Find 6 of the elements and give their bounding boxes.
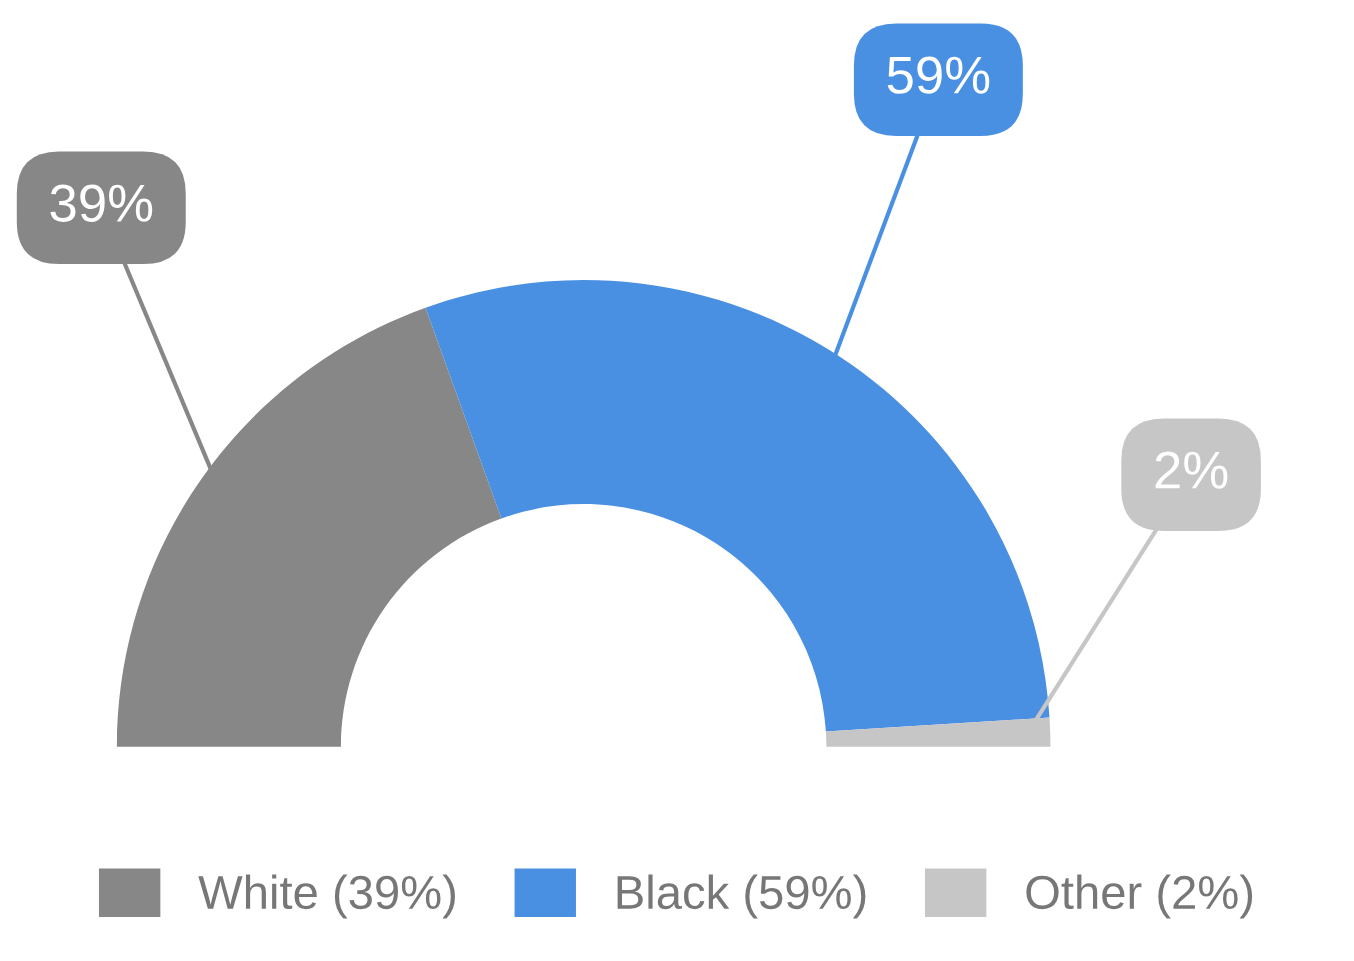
legend-label: White (39%) — [198, 874, 455, 919]
data-label: 59% — [887, 56, 990, 94]
data-label: 2% — [1155, 451, 1228, 489]
data-label: 39% — [50, 184, 153, 222]
legend-label: Other (2%) — [1026, 874, 1253, 919]
legend-label: Black (59%) — [617, 874, 866, 919]
